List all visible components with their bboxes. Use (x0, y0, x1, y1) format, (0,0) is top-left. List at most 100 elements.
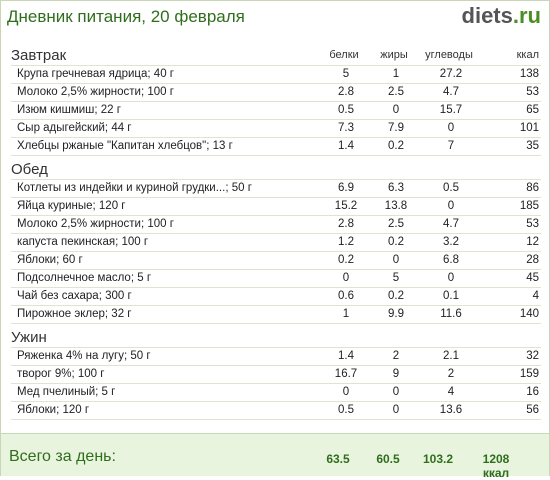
food-kcal: 101 (519, 122, 539, 134)
food-protein: 2.8 (338, 218, 354, 230)
food-kcal: 12 (526, 236, 539, 248)
food-name: Крупа гречневая ядрица; 40 г (17, 68, 174, 80)
food-carbs: 0 (447, 272, 455, 284)
food-fat: 0.2 (388, 290, 404, 302)
food-carbs: 6.8 (443, 254, 459, 266)
food-fat: 7.9 (388, 122, 404, 134)
total-carbs: 103.2 (422, 452, 454, 466)
food-kcal: 56 (526, 404, 539, 416)
food-kcal: 159 (519, 368, 539, 380)
food-carbs: 13.6 (439, 404, 463, 416)
food-row: Мед пчелиный; 5 г 0 0 4 16 (11, 384, 541, 402)
food-protein: 7.3 (338, 122, 354, 134)
food-row: Хлебцы ржаные "Капитан хлебцов"; 13 г 1.4… (11, 138, 541, 156)
food-row: капуста пекинская; 100 г 1.2 0.2 3.2 12 (11, 234, 541, 252)
food-name: Молоко 2,5% жирности; 100 г (17, 86, 174, 98)
food-fat: 0 (392, 404, 400, 416)
column-header-protein: белки (329, 49, 359, 61)
food-name: капуста пекинская; 100 г (17, 236, 149, 248)
food-protein: 0.2 (338, 254, 354, 266)
food-kcal: 35 (526, 140, 539, 152)
food-protein: 1.4 (338, 140, 354, 152)
daily-total-bar: Всего за день: 63.5 60.5 103.2 1208 ккал (1, 433, 549, 480)
food-row: Подсолнечное масло; 5 г 0 5 0 45 (11, 270, 541, 288)
food-row: творог 9%; 100 г 16.7 9 2 159 (11, 366, 541, 384)
total-protein: 63.5 (326, 452, 350, 466)
column-header-kcal: ккал (516, 49, 539, 61)
food-carbs: 0 (447, 122, 455, 134)
food-name: творог 9%; 100 г (17, 368, 105, 380)
lunch-list: Котлеты из индейки и куриной грудки...; … (11, 179, 541, 324)
diets-logo[interactable]: diets.ru (462, 3, 541, 29)
food-kcal: 32 (526, 350, 539, 362)
food-row: Яйца куриные; 120 г 15.2 13.8 0 185 (11, 198, 541, 216)
food-kcal: 45 (526, 272, 539, 284)
food-carbs: 0.1 (443, 290, 459, 302)
food-carbs: 0.5 (443, 182, 459, 194)
food-fat: 5 (392, 272, 400, 284)
food-protein: 0.5 (338, 404, 354, 416)
food-carbs: 27.2 (439, 68, 463, 80)
food-kcal: 53 (526, 218, 539, 230)
food-name: Яблоки; 120 г (17, 404, 90, 416)
food-name: Сыр адыгейский; 44 г (17, 122, 132, 134)
food-name: Подсолнечное масло; 5 г (17, 272, 152, 284)
section-title-lunch: Обед (11, 161, 48, 178)
food-row: Сыр адыгейский; 44 г 7.3 7.9 0 101 (11, 120, 541, 138)
food-protein: 0.5 (338, 104, 354, 116)
food-carbs: 4.7 (443, 218, 459, 230)
food-name: Яйца куриные; 120 г (17, 200, 126, 212)
section-title-breakfast: Завтрак (11, 47, 67, 64)
food-kcal: 53 (526, 86, 539, 98)
food-fat: 1 (392, 68, 400, 80)
food-protein: 0 (342, 272, 350, 284)
food-fat: 0 (392, 386, 400, 398)
food-protein: 6.9 (338, 182, 354, 194)
food-carbs: 2 (447, 368, 455, 380)
food-name: Изюм кишмиш; 22 г (17, 104, 121, 116)
food-protein: 15.2 (334, 200, 358, 212)
column-header-carbs: углеводы (425, 49, 473, 61)
food-kcal: 140 (519, 308, 539, 320)
food-kcal: 86 (526, 182, 539, 194)
food-name: Молоко 2,5% жирности; 100 г (17, 218, 174, 230)
food-row: Яблоки; 60 г 0.2 0 6.8 28 (11, 252, 541, 270)
food-name: Котлеты из индейки и куриной грудки...; … (17, 182, 252, 194)
food-name: Яблоки; 60 г (17, 254, 83, 266)
food-fat: 2.5 (388, 86, 404, 98)
food-kcal: 16 (526, 386, 539, 398)
food-fat: 2.5 (388, 218, 404, 230)
food-carbs: 4.7 (443, 86, 459, 98)
food-protein: 1.4 (338, 350, 354, 362)
food-fat: 2 (392, 350, 400, 362)
food-row: Молоко 2,5% жирности; 100 г 2.8 2.5 4.7 53 (11, 216, 541, 234)
food-carbs: 11.6 (440, 308, 462, 320)
food-row: Молоко 2,5% жирности; 100 г 2.8 2.5 4.7 53 (11, 84, 541, 102)
food-fat: 0 (392, 104, 400, 116)
food-protein: 1 (342, 308, 350, 320)
food-name: Ряженка 4% на лугу; 50 г (17, 350, 151, 362)
section-title-dinner: Ужин (11, 329, 47, 346)
breakfast-list: Крупа гречневая ядрица; 40 г 5 1 27.2 138 Мол… (11, 65, 541, 156)
food-fat: 0 (392, 254, 400, 266)
food-row: Яблоки; 120 г 0.5 0 13.6 56 (11, 402, 541, 420)
food-fat: 13.8 (384, 200, 408, 212)
food-name: Хлебцы ржаные "Капитан хлебцов"; 13 г (17, 140, 233, 152)
food-protein: 5 (342, 68, 350, 80)
food-protein: 1.2 (338, 236, 354, 248)
food-kcal: 4 (532, 290, 539, 302)
food-fat: 0.2 (388, 236, 404, 248)
total-fat: 60.5 (376, 452, 400, 466)
food-carbs: 4 (447, 386, 455, 398)
food-row: Пирожное эклер; 32 г 1 9.9 11.6 140 (11, 306, 541, 324)
food-fat: 9 (392, 368, 400, 380)
food-fat: 9.9 (388, 308, 404, 320)
food-kcal: 28 (526, 254, 539, 266)
dinner-list: Ряженка 4% на лугу; 50 г 1.4 2 2.1 32 творог … (11, 347, 541, 420)
food-row: Котлеты из индейки и куриной грудки...; … (11, 179, 541, 198)
food-row: Изюм кишмиш; 22 г 0.5 0 15.7 65 (11, 102, 541, 120)
page-title: Дневник питания, 20 февраля (7, 7, 245, 26)
food-carbs: 2.1 (443, 350, 459, 362)
food-fat: 6.3 (388, 182, 404, 194)
